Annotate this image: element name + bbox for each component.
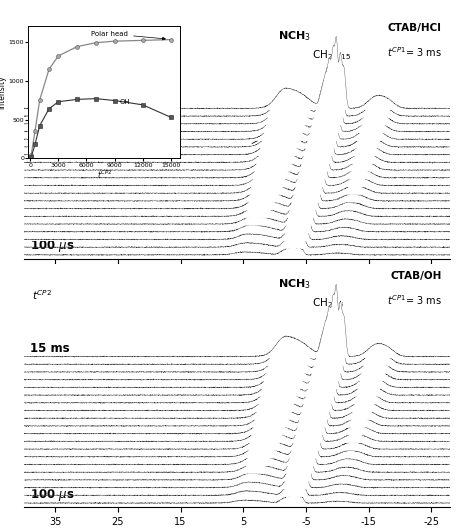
Text: OH: OH xyxy=(252,128,280,144)
X-axis label: $t^{CP2}$: $t^{CP2}$ xyxy=(97,169,112,181)
Text: 15 ms: 15 ms xyxy=(30,94,70,107)
Text: OH: OH xyxy=(119,99,130,106)
X-axis label: δ (ppm): δ (ppm) xyxy=(215,281,259,291)
Text: OH: OH xyxy=(262,399,317,414)
Text: CTAB/OH: CTAB/OH xyxy=(391,271,442,281)
Text: $t^{CP1}$= 3 ms: $t^{CP1}$= 3 ms xyxy=(387,293,442,307)
Text: 100 $\mu$s: 100 $\mu$s xyxy=(30,487,74,503)
Text: NCH$_3$: NCH$_3$ xyxy=(278,29,311,43)
Text: 15 ms: 15 ms xyxy=(30,342,70,355)
Text: $t^{CP2}$: $t^{CP2}$ xyxy=(32,288,52,302)
Text: CH$_{2-15}$: CH$_{2-15}$ xyxy=(312,48,352,78)
Text: NCH$_3$: NCH$_3$ xyxy=(278,277,311,291)
Text: Polar head: Polar head xyxy=(91,31,165,40)
Text: CH$_{2\ 15}$: CH$_{2\ 15}$ xyxy=(312,296,345,326)
Y-axis label: Intensity: Intensity xyxy=(0,76,6,109)
Text: $t^{CP1}$= 3 ms: $t^{CP1}$= 3 ms xyxy=(387,45,442,59)
Text: $t^{CP2}$: $t^{CP2}$ xyxy=(32,40,52,54)
Text: CTAB/HCl: CTAB/HCl xyxy=(388,23,442,33)
Text: 100 $\mu$s: 100 $\mu$s xyxy=(30,239,74,254)
